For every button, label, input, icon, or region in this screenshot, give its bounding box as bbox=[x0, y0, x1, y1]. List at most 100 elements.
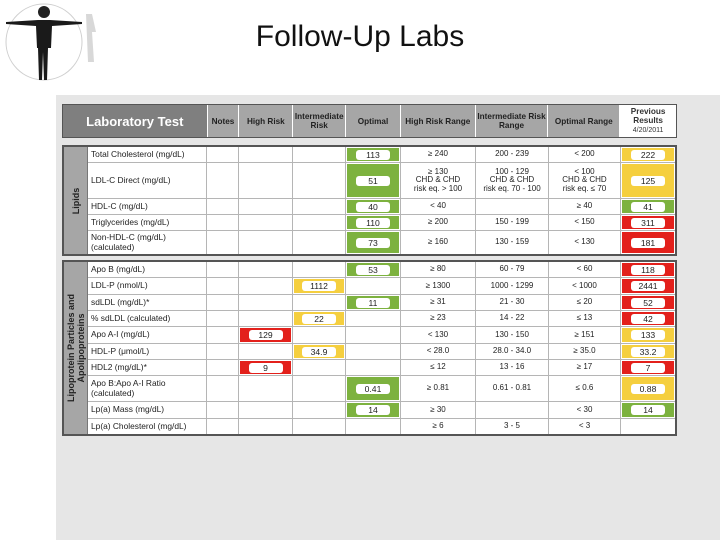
high-risk-range-cell: ≥ 0.81 bbox=[401, 376, 476, 401]
optimal-cell-value: 14 bbox=[347, 403, 399, 417]
intermediate-risk-range-cell: 1000 - 1299 bbox=[476, 278, 549, 294]
optimal-cell-value: 40 bbox=[347, 200, 399, 213]
intermediate-risk-cell bbox=[293, 215, 346, 230]
previous-result-cell: 125 bbox=[621, 163, 675, 198]
optimal-range-cell: ≥ 35.0 bbox=[549, 344, 621, 359]
section-label-lipoprotein: Lipoprotein Particles and Apolipoprotein… bbox=[64, 262, 88, 434]
intermediate-risk-range-cell: 100 - 129 CHD & CHD risk eq. 70 - 100 bbox=[476, 163, 549, 198]
lipoprotein-rows: Apo B (mg/dL) 53 ≥ 80 60 - 79 < 60 118 LDL-P (… bbox=[88, 262, 675, 434]
intermediate-risk-range-cell: 60 - 79 bbox=[476, 262, 549, 277]
notes-cell bbox=[207, 344, 239, 359]
header-intermediate-risk: Intermediate Risk bbox=[293, 105, 347, 137]
intermediate-risk-range-cell: 0.61 - 0.81 bbox=[476, 376, 549, 401]
optimal-cell: 73 bbox=[346, 231, 401, 254]
previous-result-cell-value: 0.88 bbox=[622, 377, 674, 400]
header-high-risk: High Risk bbox=[239, 105, 294, 137]
notes-cell bbox=[207, 278, 239, 294]
previous-result-cell-value: 14 bbox=[622, 403, 674, 417]
notes-cell bbox=[207, 376, 239, 401]
intermediate-risk-cell bbox=[293, 327, 346, 343]
high-risk-cell bbox=[239, 215, 293, 230]
optimal-range-cell: < 100 CHD & CHD risk eq. ≤ 70 bbox=[549, 163, 621, 198]
slide-title: Follow-Up Labs bbox=[255, 20, 465, 53]
intermediate-risk-cell bbox=[293, 231, 346, 254]
test-name: sdLDL (mg/dL)* bbox=[88, 295, 207, 310]
high-risk-range-cell: ≥ 1300 bbox=[401, 278, 476, 294]
test-name: Triglycerides (mg/dL) bbox=[88, 215, 207, 230]
previous-result-cell-value: 33.2 bbox=[622, 345, 674, 358]
notes-cell bbox=[207, 163, 239, 198]
notes-cell bbox=[207, 419, 239, 434]
header-intermediate-risk-range: Intermediate Risk Range bbox=[476, 105, 549, 137]
notes-cell bbox=[207, 402, 239, 418]
intermediate-risk-cell: 34.9 bbox=[293, 344, 346, 359]
optimal-cell-value: 53 bbox=[347, 263, 399, 276]
high-risk-cell-value: 129 bbox=[240, 328, 291, 342]
intermediate-risk-range-cell: 14 - 22 bbox=[476, 311, 549, 326]
high-risk-range-cell: < 28.0 bbox=[401, 344, 476, 359]
intermediate-risk-cell bbox=[293, 402, 346, 418]
header-high-risk-range: High Risk Range bbox=[401, 105, 476, 137]
table-row: Non-HDL-C (mg/dL) (calculated) 73 ≥ 160 130… bbox=[88, 231, 675, 254]
high-risk-cell bbox=[239, 311, 293, 326]
header-laboratory-test: Laboratory Test bbox=[63, 105, 208, 137]
high-risk-cell bbox=[239, 262, 293, 277]
high-risk-range-cell: ≤ 12 bbox=[401, 360, 476, 375]
notes-cell bbox=[207, 295, 239, 310]
high-risk-range-cell: ≥ 30 bbox=[401, 402, 476, 418]
optimal-cell-value: 110 bbox=[347, 216, 399, 229]
previous-result-cell-value: 42 bbox=[622, 312, 674, 325]
optimal-cell-value: 0.41 bbox=[347, 377, 399, 400]
optimal-range-cell: ≥ 17 bbox=[549, 360, 621, 375]
previous-result-cell: 222 bbox=[621, 147, 675, 162]
high-risk-cell bbox=[239, 376, 293, 401]
optimal-cell: 110 bbox=[346, 215, 401, 230]
test-name: HDL-C (mg/dL) bbox=[88, 199, 207, 214]
intermediate-risk-cell bbox=[293, 360, 346, 375]
high-risk-cell bbox=[239, 295, 293, 310]
section-lipoprotein: Lipoprotein Particles and Apolipoprotein… bbox=[62, 260, 677, 436]
test-name: Total Cholesterol (mg/dL) bbox=[88, 147, 207, 162]
vitruvian-figure-logo bbox=[5, 3, 96, 81]
optimal-range-cell: < 130 bbox=[549, 231, 621, 254]
test-name: Apo B:Apo A-I Ratio (calculated) bbox=[88, 376, 207, 401]
previous-result-cell: 311 bbox=[621, 215, 675, 230]
optimal-cell: 14 bbox=[346, 402, 401, 418]
intermediate-risk-range-cell: 28.0 - 34.0 bbox=[476, 344, 549, 359]
table-row: HDL-C (mg/dL) 40 < 40 ≥ 40 41 bbox=[88, 199, 675, 215]
optimal-cell: 51 bbox=[346, 163, 401, 198]
previous-result-cell: 14 bbox=[621, 402, 675, 418]
previous-result-cell-value: 52 bbox=[622, 296, 674, 309]
table-row: Apo A-I (mg/dL) 129 < 130 130 - 150 ≥ 151 133 bbox=[88, 327, 675, 344]
previous-result-cell: 0.88 bbox=[621, 376, 675, 401]
lab-results-table: Laboratory Test Notes High Risk Intermed… bbox=[62, 104, 677, 436]
intermediate-risk-range-cell: 21 - 30 bbox=[476, 295, 549, 310]
header-optimal-range: Optimal Range bbox=[548, 105, 621, 137]
notes-cell bbox=[207, 311, 239, 326]
previous-result-cell bbox=[621, 419, 675, 434]
table-row: sdLDL (mg/dL)* 11 ≥ 31 21 - 30 ≤ 20 52 bbox=[88, 295, 675, 311]
optimal-cell bbox=[346, 311, 401, 326]
table-row: Lp(a) Mass (mg/dL) 14 ≥ 30 < 30 14 bbox=[88, 402, 675, 419]
section-lipids: Lipids Total Cholesterol (mg/dL) 113 ≥ 240… bbox=[62, 145, 677, 256]
high-risk-cell: 9 bbox=[239, 360, 293, 375]
high-risk-range-cell: ≥ 200 bbox=[401, 215, 476, 230]
previous-result-cell-value: 125 bbox=[622, 164, 674, 197]
optimal-range-cell: < 1000 bbox=[549, 278, 621, 294]
high-risk-range-cell: ≥ 31 bbox=[401, 295, 476, 310]
test-name: Apo B (mg/dL) bbox=[88, 262, 207, 277]
optimal-cell: 0.41 bbox=[346, 376, 401, 401]
high-risk-range-cell: ≥ 6 bbox=[401, 419, 476, 434]
previous-result-cell: 181 bbox=[621, 231, 675, 254]
intermediate-risk-range-cell: 130 - 159 bbox=[476, 231, 549, 254]
optimal-cell: 40 bbox=[346, 199, 401, 214]
intermediate-risk-cell bbox=[293, 199, 346, 214]
test-name: % sdLDL (calculated) bbox=[88, 311, 207, 326]
table-row: Triglycerides (mg/dL) 110 ≥ 200 150 - 199 < … bbox=[88, 215, 675, 231]
previous-result-cell-value: 41 bbox=[622, 200, 674, 213]
intermediate-risk-cell: 22 bbox=[293, 311, 346, 326]
intermediate-risk-range-cell: 200 - 239 bbox=[476, 147, 549, 162]
intermediate-risk-cell bbox=[293, 376, 346, 401]
optimal-range-cell: ≤ 20 bbox=[549, 295, 621, 310]
table-row: % sdLDL (calculated) 22 ≥ 23 14 - 22 ≤ 13 42 bbox=[88, 311, 675, 327]
